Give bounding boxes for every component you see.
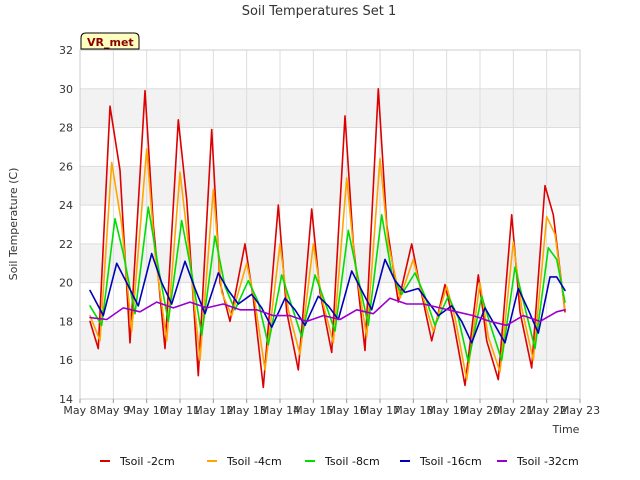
series-line-tsoil-32cm [89,297,566,327]
x-tick-label: May 11 [160,404,200,417]
legend-label: Tsoil -32cm [516,455,579,468]
x-tick-label: May 9 [97,404,130,417]
x-axis-label: Time [552,423,580,436]
y-axis-label: Soil Temperature (C) [7,168,20,281]
x-tick-label: May 20 [460,404,500,417]
legend-item: Tsoil -8cm [305,455,380,468]
x-tick-label: May 12 [193,404,233,417]
x-tick-label: May 14 [260,404,300,417]
legend-item: Tsoil -4cm [207,455,282,468]
legend-item: Tsoil -32cm [497,455,579,468]
y-tick-label: 30 [59,83,73,96]
x-tick-label: May 10 [127,404,167,417]
x-tick-label: May 15 [293,404,333,417]
x-tick-label: May 23 [560,404,600,417]
y-axis-ticks: 14 16 18 20 22 24 26 28 30 32 [59,44,73,406]
x-tick-label: May 22 [527,404,567,417]
y-tick-label: 26 [59,160,73,173]
chart-title: Soil Temperatures Set 1 [242,4,397,19]
y-tick-label: 14 [59,393,73,406]
legend-item: Tsoil -16cm [400,455,482,468]
legend-label: Tsoil -8cm [324,455,380,468]
band [80,88,580,128]
legend-label: Tsoil -4cm [226,455,282,468]
y-tick-label: 20 [59,277,73,290]
x-tick-label: May 18 [393,404,433,417]
y-tick-label: 24 [59,199,73,212]
x-tick-label: May 21 [493,404,533,417]
band [80,360,580,399]
y-tick-label: 28 [59,122,73,135]
band [80,50,580,89]
band [80,166,580,206]
y-tick-label: 16 [59,354,73,367]
plot-frame [79,49,581,400]
band [80,127,580,167]
legend-item: Tsoil -2cm [100,455,175,468]
site-badge: VR_met [80,32,140,50]
y-tick-label: 18 [59,315,73,328]
series-line-tsoil-2cm [89,88,566,389]
y-tick-label: 22 [59,238,73,251]
site-badge-box [80,32,140,50]
x-tick-label: May 8 [63,404,96,417]
series-lines [89,88,566,389]
x-tick-label: May 16 [327,404,367,417]
site-badge-label: VR_met [87,36,134,49]
legend-label: Tsoil -16cm [419,455,482,468]
x-tick-label: May 13 [227,404,267,417]
y-tick-label: 32 [59,44,73,57]
x-tick-label: May 19 [427,404,467,417]
band [80,205,580,244]
band [80,243,580,283]
legend: Tsoil -2cm Tsoil -4cm Tsoil -8cm Tsoil -16c… [100,455,579,468]
x-tick-label: May 17 [360,404,400,417]
legend-label: Tsoil -2cm [119,455,175,468]
